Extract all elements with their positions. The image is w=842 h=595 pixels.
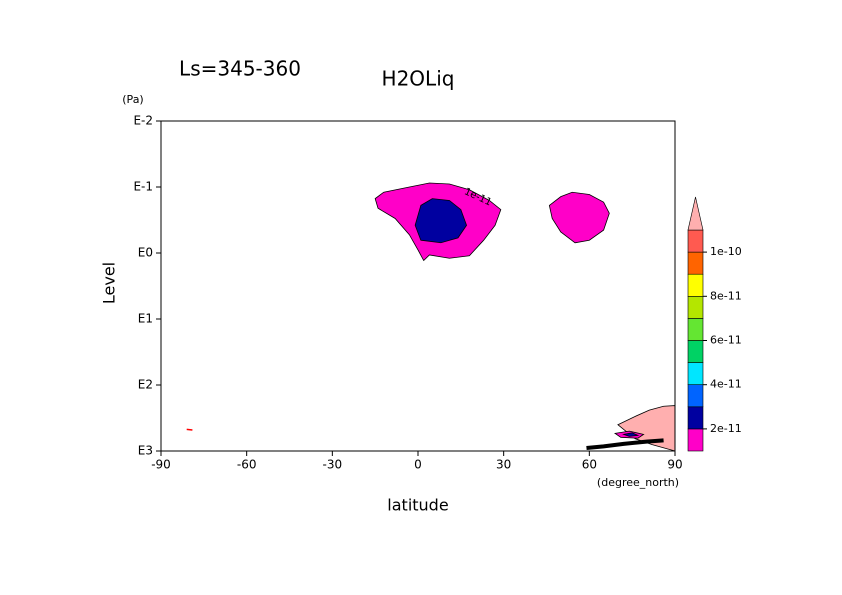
- chart-title: H2OLiq: [382, 67, 455, 91]
- colorbar-bin: [687, 340, 704, 363]
- x-tick-label: 90: [667, 458, 682, 472]
- y-tick-label: E0: [138, 246, 153, 260]
- colorbar-tick-label: 2e-11: [710, 422, 742, 435]
- colorbar-bin: [687, 295, 704, 319]
- colorbar-tick-label: 1e-10: [710, 245, 742, 258]
- colorbar-bin: [687, 384, 704, 408]
- contour-region: [548, 191, 610, 244]
- colorbar-bin: [687, 406, 704, 430]
- x-tick-label: 60: [582, 458, 597, 472]
- x-tick-label: -30: [323, 458, 343, 472]
- plot-frame: [160, 120, 676, 452]
- y-unit: (Pa): [122, 93, 143, 106]
- y-tick-label: E-1: [133, 180, 153, 194]
- x-tick-label: -60: [237, 458, 257, 472]
- chart-subtitle: Ls=345-360: [179, 57, 301, 81]
- x-unit: (degree_north): [597, 476, 679, 489]
- y-tick-label: E1: [138, 312, 153, 326]
- colorbar-bin: [687, 428, 704, 452]
- x-axis-label: latitude: [387, 496, 448, 515]
- colorbar-bin: [687, 229, 704, 253]
- colorbar-tick-label: 4e-11: [710, 378, 742, 391]
- colorbar-bin: [687, 318, 704, 341]
- y-tick-label: E3: [138, 444, 153, 458]
- contour-region: [414, 198, 467, 244]
- x-tick-label: 30: [496, 458, 511, 472]
- colorbar-extend: [687, 196, 704, 231]
- contour-region: [622, 432, 640, 437]
- y-tick-label: E2: [138, 378, 153, 392]
- colorbar-bin: [687, 273, 704, 297]
- colorbar-bin: [687, 251, 704, 275]
- contour-line: [586, 438, 664, 450]
- colorbar-tick-label: 8e-11: [710, 289, 742, 302]
- x-tick-label: -90: [151, 458, 171, 472]
- colorbar-bin: [687, 362, 704, 386]
- x-tick-label: 0: [414, 458, 422, 472]
- y-tick-label: E-2: [133, 114, 153, 128]
- contour-line: [186, 428, 193, 431]
- colorbar-tick-label: 6e-11: [710, 334, 742, 347]
- y-axis-label: Level: [100, 262, 119, 304]
